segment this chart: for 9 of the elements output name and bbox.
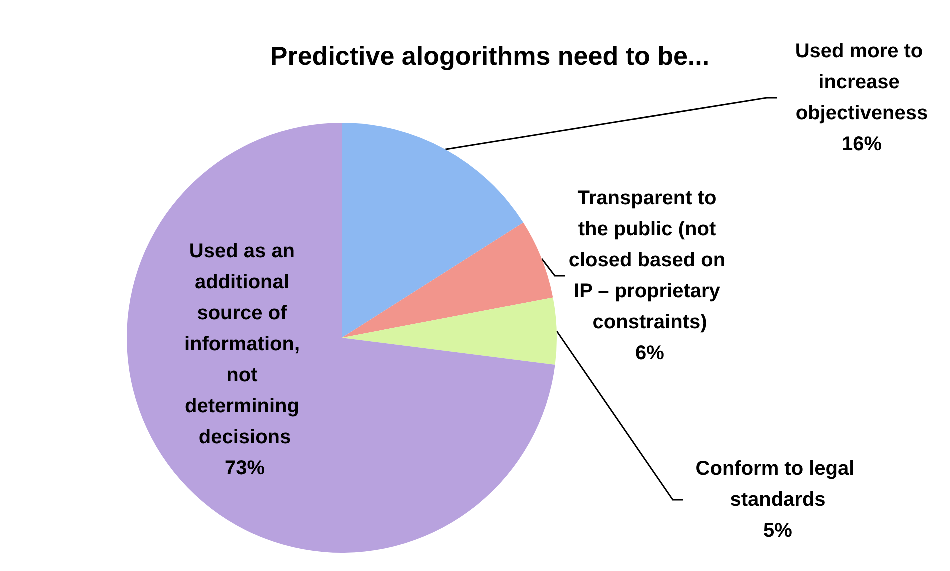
slice-label: Used more to increase objectiveness	[795, 40, 929, 124]
data-label: 73%	[224, 458, 266, 480]
data-label: 16%	[842, 134, 882, 156]
slice-label: Conform to legal standards	[696, 458, 860, 511]
chart-title: Predictive alogorithms need to be...	[270, 41, 710, 71]
data-label: 5%	[764, 520, 793, 542]
slice-label: Used as an additional source of information, not determining decisions	[184, 240, 306, 448]
data-label: 6%	[636, 342, 665, 364]
slice-label: Transparent to the public (not closed based on IP – proprietary constraints)	[568, 188, 732, 334]
